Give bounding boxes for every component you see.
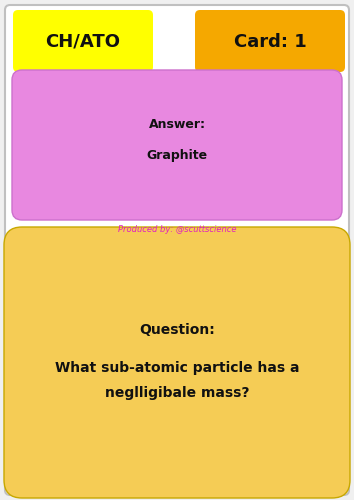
FancyBboxPatch shape (195, 10, 345, 72)
Text: neglligibale mass?: neglligibale mass? (105, 386, 249, 400)
Text: Question:: Question: (139, 323, 215, 337)
Text: Answer:: Answer: (148, 118, 206, 132)
Text: What sub-atomic particle has a: What sub-atomic particle has a (55, 361, 299, 375)
Text: Produced by: @scuttscience: Produced by: @scuttscience (118, 226, 236, 234)
FancyBboxPatch shape (13, 10, 153, 72)
FancyBboxPatch shape (12, 70, 342, 220)
Text: CH/ATO: CH/ATO (46, 33, 120, 51)
Text: Card: 1: Card: 1 (234, 33, 306, 51)
FancyBboxPatch shape (5, 5, 349, 495)
FancyBboxPatch shape (4, 227, 350, 498)
Text: Graphite: Graphite (147, 148, 207, 162)
